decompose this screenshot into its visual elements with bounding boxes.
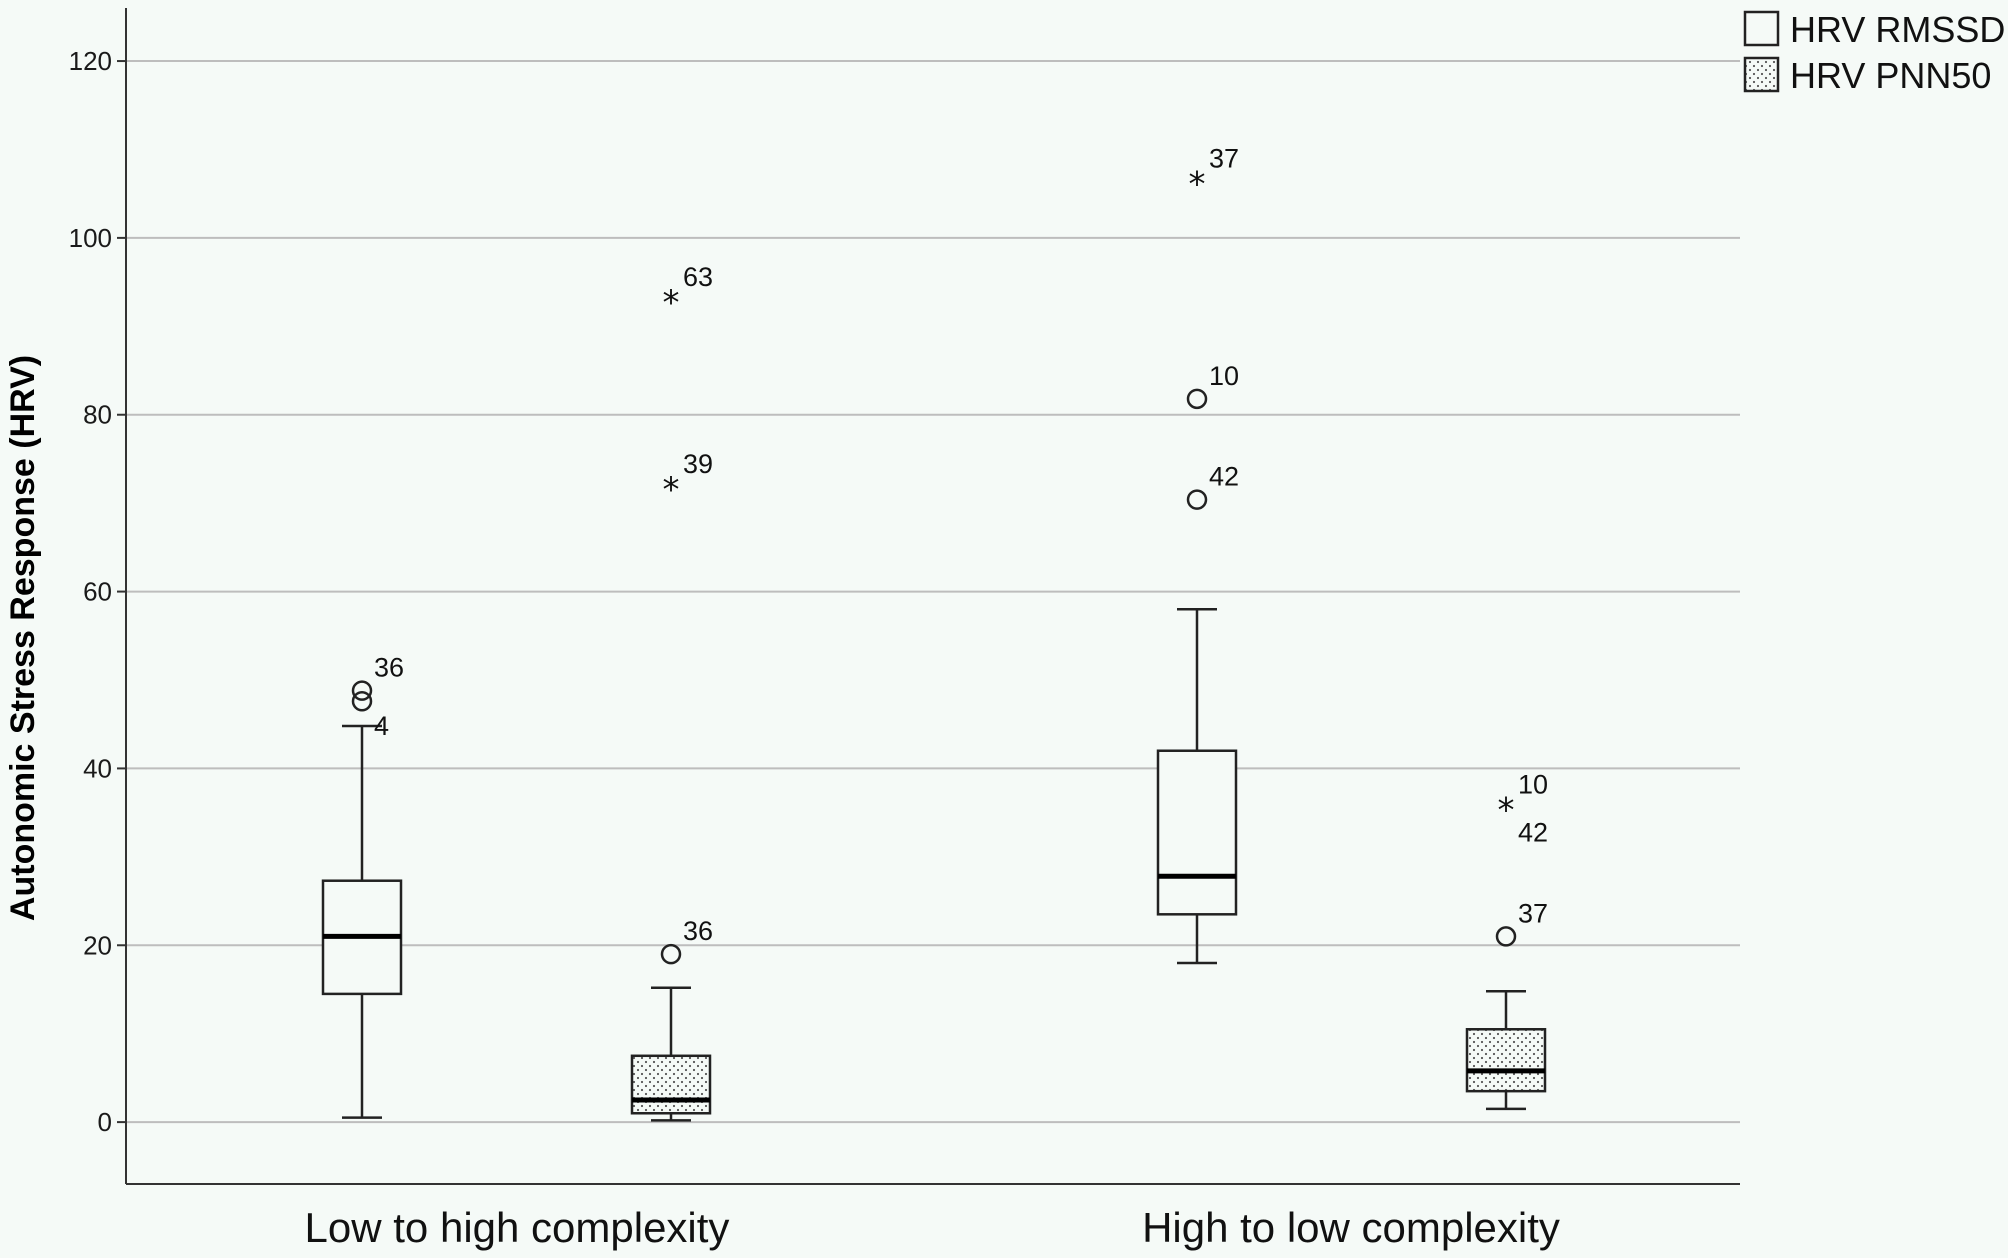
outlier-star: * — [663, 470, 680, 510]
legend-swatch-pnn50 — [1743, 56, 1780, 93]
y-tick-label: 120 — [69, 46, 112, 76]
outlier-circle — [1495, 926, 1517, 947]
box-iqr — [630, 1054, 712, 1115]
outlier-label: 42 — [1518, 817, 1548, 847]
outlier-label: 10 — [1209, 361, 1239, 391]
outlier-label: 39 — [683, 449, 713, 479]
outlier-label: 4 — [374, 711, 389, 741]
outlier-circle — [1186, 388, 1208, 410]
box-iqr — [1465, 1028, 1547, 1093]
y-tick-label: 20 — [83, 930, 112, 960]
outlier-label: 63 — [683, 262, 713, 292]
legend-swatch-rmssd — [1743, 10, 1780, 47]
y-tick-label: 0 — [98, 1107, 112, 1137]
y-tick-label: 60 — [83, 577, 112, 607]
outlier-star: * — [1498, 790, 1515, 830]
y-axis-label: Autonomic Stress Response (HRV) — [4, 355, 42, 921]
outlier-label: 36 — [374, 653, 404, 683]
outlier-circle — [1186, 489, 1208, 510]
y-tick-label: 80 — [83, 400, 112, 430]
outlier-star: * — [1189, 164, 1206, 204]
box-iqr — [1156, 749, 1238, 916]
y-tick-label: 40 — [83, 753, 112, 783]
outlier-label: 37 — [1518, 898, 1548, 928]
x-category-label: Low to high complexity — [305, 1204, 730, 1251]
outlier-circle — [351, 690, 373, 712]
outlier-label: 36 — [683, 916, 713, 946]
y-tick-label: 100 — [69, 223, 112, 253]
outlier-circle — [351, 680, 373, 701]
x-category-label: High to low complexity — [1142, 1204, 1560, 1251]
outlier-circle — [660, 943, 682, 965]
outlier-label: 42 — [1209, 462, 1239, 492]
outlier-label: 37 — [1209, 143, 1239, 173]
legend-label-rmssd: HRV RMSSD — [1790, 9, 2005, 50]
outlier-star: * — [663, 283, 680, 323]
legend: HRV RMSSD HRV PNN50 — [1743, 9, 2005, 96]
outlier-label: 10 — [1518, 769, 1548, 799]
legend-label-pnn50: HRV PNN50 — [1790, 55, 1991, 96]
